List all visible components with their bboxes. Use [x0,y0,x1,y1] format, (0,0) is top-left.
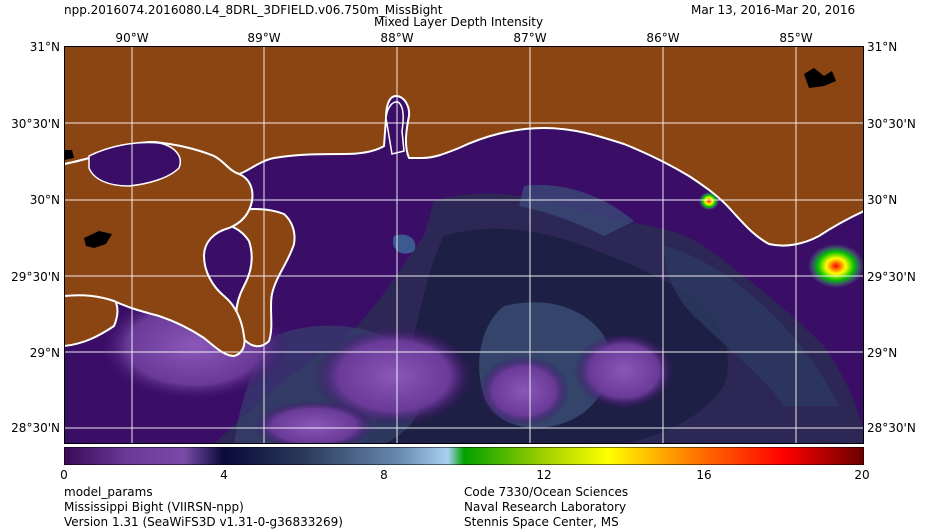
lat-label-left-31n: 31°N [29,40,60,54]
lat-label-left-28-30n: 28°30'N [11,421,60,435]
lon-label-86w: 86°W [646,31,680,45]
colorbar-tick-20: 20 [854,468,870,482]
lat-label-left-30n: 30°N [29,193,60,207]
colorbar-tick-16: 16 [696,468,712,482]
colorbar-gradient [64,447,864,465]
footer-version: Version 1.31 (SeaWiFS3D v1.31-0-g3683326… [64,515,343,529]
lon-label-89w: 89°W [247,31,281,45]
lat-label-left-29-30n: 29°30'N [11,270,60,284]
eddy-south [479,356,569,426]
footer-region: Mississippi Bight (VIIRSN-npp) [64,500,244,514]
lat-label-right-30-30n: 30°30'N [867,117,916,131]
product-title: Mixed Layer Depth Intensity [374,15,544,29]
lat-label-left-29n: 29°N [29,346,60,360]
inland-lake-east [804,68,836,88]
lat-label-right-29n: 29°N [867,346,898,360]
colorbar-tick-8: 8 [380,468,388,482]
lat-label-right-29-30n: 29°30'N [867,270,916,284]
lake-pontchartrain [88,141,181,187]
map-panel [64,46,864,444]
date-range-label: Mar 13, 2016-Mar 20, 2016 [691,3,856,17]
colorbar [64,447,864,465]
inland-lake-west [84,231,112,248]
lon-label-87w: 87°W [513,31,547,45]
footer-lab: Naval Research Laboratory [464,500,627,514]
eddy-east [574,333,674,409]
hotspot-north [699,192,719,210]
file-name-label: npp.2016074.2016080.L4_8DRL_3DFIELD.v06.… [64,3,443,17]
lon-label-90w: 90°W [115,31,149,45]
lat-label-right-31n: 31°N [867,40,898,54]
lon-label-88w: 88°W [380,31,414,45]
land-west-delta [64,141,254,357]
colorbar-tick-4: 4 [220,468,228,482]
eddy-center [314,326,474,426]
lat-label-right-28-30n: 28°30'N [867,421,916,435]
lat-label-left-30-30n: 30°30'N [11,117,60,131]
lat-label-right-30n: 30°N [867,193,898,207]
map-frame [64,46,864,444]
mobile-bay [385,101,405,155]
eddy-south-west [254,401,374,444]
footer-code: Code 7330/Ocean Sciences [464,485,629,499]
lon-label-85w: 85°W [779,31,813,45]
footer-location: Stennis Space Center, MS [464,515,619,529]
graticule [64,46,864,444]
hotspot-east [808,244,864,288]
colorbar-tick-12: 12 [536,468,552,482]
colorbar-tick-0: 0 [60,468,68,482]
inland-lake-small [64,150,74,160]
footer-model-params: model_params [64,485,153,499]
